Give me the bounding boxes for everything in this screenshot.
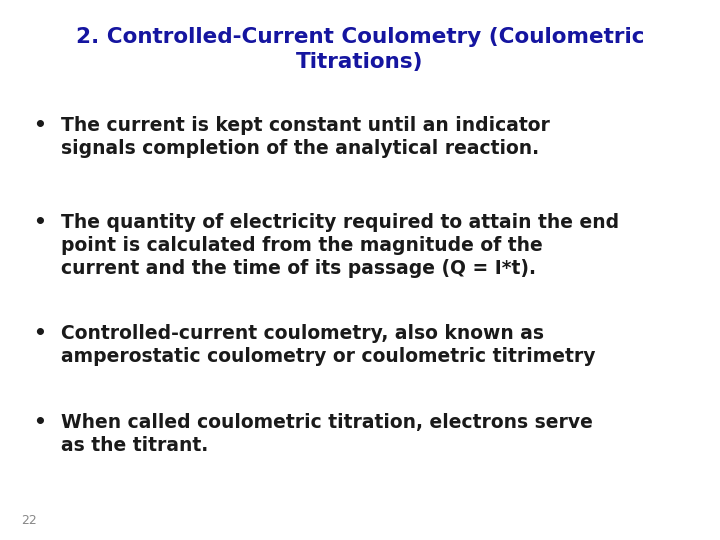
Text: The current is kept constant until an indicator
signals completion of the analyt: The current is kept constant until an in… bbox=[61, 116, 550, 158]
Text: 2. Controlled-Current Coulometry (Coulometric
Titrations): 2. Controlled-Current Coulometry (Coulom… bbox=[76, 27, 644, 72]
Text: •: • bbox=[33, 213, 46, 232]
Text: •: • bbox=[33, 324, 46, 343]
Text: When called coulometric titration, electrons serve
as the titrant.: When called coulometric titration, elect… bbox=[61, 413, 593, 455]
Text: 22: 22 bbox=[22, 514, 37, 526]
Text: •: • bbox=[33, 116, 46, 135]
Text: •: • bbox=[33, 413, 46, 432]
Text: Controlled‐current coulometry, also known as
amperostatic coulometry or coulomet: Controlled‐current coulometry, also know… bbox=[61, 324, 595, 366]
Text: The quantity of electricity required to attain the end
point is calculated from : The quantity of electricity required to … bbox=[61, 213, 619, 278]
